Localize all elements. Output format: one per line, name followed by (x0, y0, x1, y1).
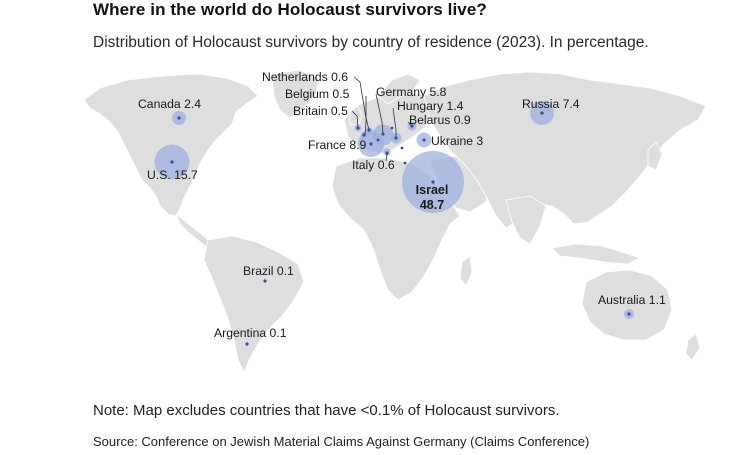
land-indonesia (551, 243, 642, 265)
land-britain (349, 105, 363, 127)
land-india (505, 195, 547, 245)
label-hungary: Hungary 1.4 (397, 99, 464, 113)
land-masses (83, 69, 707, 373)
dot-britain (356, 126, 360, 130)
dot-argentina (245, 342, 249, 346)
dot-brazil (263, 279, 267, 283)
label-britain: Britain 0.5 (293, 104, 348, 118)
label-us: U.S. 15.7 (147, 168, 198, 182)
dot-extra-1 (376, 138, 380, 142)
label-ukraine: Ukraine 3 (431, 134, 483, 148)
label-israel-name: Israel (416, 183, 449, 197)
dot-germany (381, 132, 385, 136)
label-israel-value: 48.7 (420, 198, 444, 212)
leader-hungary (392, 107, 397, 137)
dot-canada (177, 116, 181, 120)
leader-belarus (407, 121, 412, 126)
land-scandinavia (377, 73, 421, 105)
leader-belgium (364, 96, 367, 135)
leader-netherlands (353, 76, 370, 131)
land-asia (423, 71, 707, 229)
leader-germany (375, 93, 384, 134)
label-brazil: Brazil 0.1 (243, 264, 294, 278)
label-belarus: Belarus 0.9 (409, 113, 471, 127)
leader-britain (351, 110, 359, 128)
label-argentina: Argentina 0.1 (214, 326, 287, 340)
leader-lines (351, 76, 412, 162)
label-australia: Australia 1.1 (598, 293, 666, 307)
dot-hungary (394, 136, 398, 140)
dot-us (170, 160, 174, 164)
country-labels: Netherlands 0.6 Belgium 0.5 Britain 0.5 … (138, 70, 666, 340)
dot-belarus (410, 124, 414, 128)
label-canada: Canada 2.4 (138, 97, 201, 111)
label-russia: Russia 7.4 (522, 97, 580, 111)
land-japan (647, 141, 663, 171)
leader-italy (385, 153, 388, 162)
dot-france (369, 142, 373, 146)
land-new-zealand (685, 333, 701, 361)
dot-russia (540, 111, 544, 115)
map-note: Note: Map excludes countries that have <… (93, 402, 560, 419)
land-south-america (203, 235, 305, 373)
dot-australia (627, 312, 631, 316)
dot-extra-3 (403, 161, 407, 165)
land-australia (581, 269, 673, 341)
land-greenland (271, 69, 319, 119)
label-france: France 8.9 (308, 138, 366, 152)
map-source: Source: Conference on Jewish Material Cl… (93, 434, 590, 449)
chart-subtitle: Distribution of Holocaust survivors by c… (93, 34, 649, 51)
dot-netherlands (367, 128, 371, 132)
chart-title: Where in the world do Holocaust survivor… (93, 0, 487, 19)
label-netherlands: Netherlands 0.6 (262, 70, 348, 84)
label-germany: Germany 5.8 (376, 85, 447, 99)
dot-italy (385, 151, 389, 155)
land-madagascar (459, 255, 473, 287)
label-italy: Italy 0.6 (352, 158, 395, 172)
location-dots (170, 111, 631, 346)
dot-belgium (362, 133, 366, 137)
label-belgium: Belgium 0.5 (285, 87, 350, 101)
dot-israel (431, 180, 435, 184)
world-map: Netherlands 0.6 Belgium 0.5 Britain 0.5 … (83, 69, 707, 373)
dot-ukraine (422, 138, 426, 142)
dot-extra-2 (400, 146, 404, 150)
dot-extra-4 (390, 126, 394, 130)
